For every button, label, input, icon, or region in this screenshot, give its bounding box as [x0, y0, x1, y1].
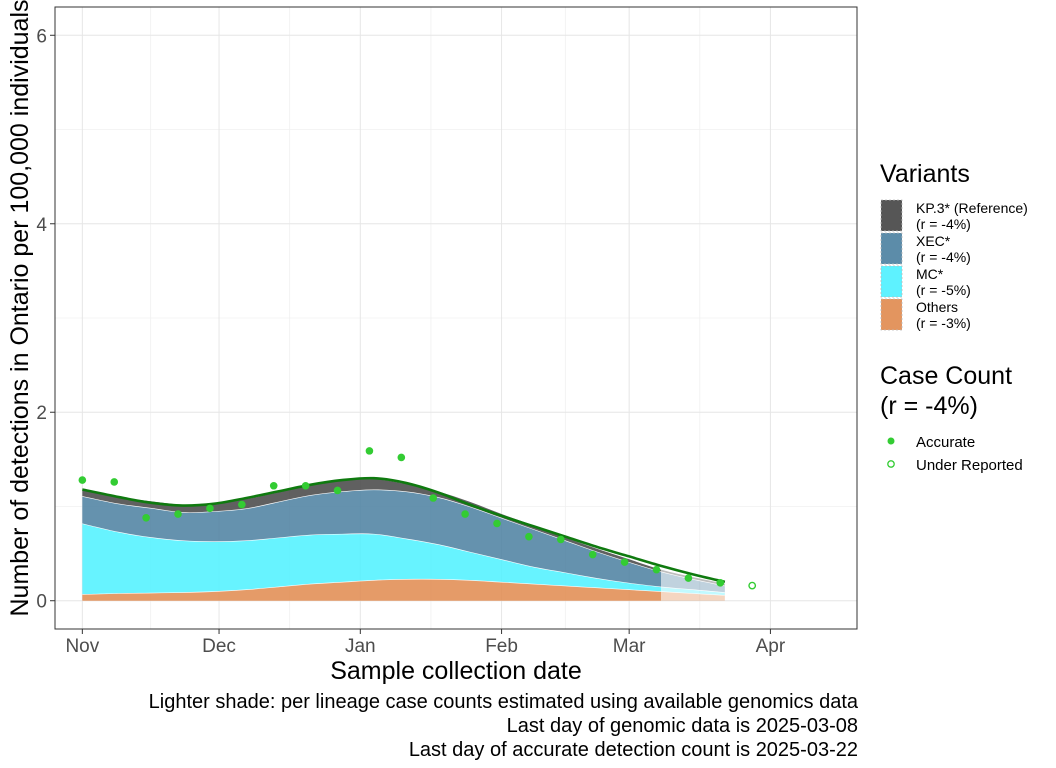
x-tick-label: Feb — [485, 636, 518, 657]
x-tick-label: Jan — [345, 636, 376, 657]
case-point-accurate — [365, 447, 374, 455]
case-point-accurate — [557, 535, 565, 544]
legend-key — [880, 265, 903, 298]
legend-label: Others — [916, 299, 958, 315]
legend-key — [880, 232, 903, 265]
y-tick-label: 4 — [36, 215, 47, 236]
case-point-accurate — [110, 478, 119, 486]
legend-title-variants: Variants — [880, 160, 970, 188]
area-others — [82, 578, 662, 601]
caption-line-2: Last day of genomic data is 2025-03-08 — [506, 715, 858, 737]
case-point-accurate — [301, 481, 310, 490]
caption-line-3: Last day of accurate detection count is … — [408, 739, 858, 761]
area-mc-estimated — [661, 586, 725, 596]
case-point-accurate — [525, 532, 533, 541]
y-tick-label: 2 — [36, 403, 47, 424]
legend-key-under-reported — [887, 460, 895, 468]
legend-r-label: (r = -5%) — [916, 282, 971, 298]
case-point-accurate — [588, 550, 597, 559]
case-point-accurate — [684, 574, 693, 582]
legend-label: KP.3* (Reference) — [916, 200, 1028, 216]
legend-key — [880, 298, 903, 331]
legend-key — [880, 199, 903, 232]
case-point-accurate — [716, 579, 725, 587]
area-others-estimated — [661, 591, 725, 601]
case-point-accurate — [269, 481, 278, 490]
x-tick-label: Mar — [613, 636, 646, 657]
y-tick-label: 6 — [36, 26, 47, 47]
legend-title-case-count-r: (r = -4%) — [880, 392, 978, 420]
case-point-under-reported — [748, 581, 757, 590]
y-axis-label: Number of detections in Ontario per 100,… — [6, 0, 34, 617]
case-point-accurate — [174, 510, 182, 518]
case-point-accurate — [652, 565, 661, 574]
area-mc — [82, 523, 662, 595]
area-kp-3-reference-estimated — [661, 569, 725, 586]
legend-r-label: (r = -4%) — [916, 249, 971, 265]
case-point-accurate — [620, 558, 629, 566]
legend-label: XEC* — [916, 233, 951, 249]
legend-r-label: (r = -3%) — [916, 315, 971, 331]
legend-title-case-count: Case Count — [880, 362, 1012, 390]
x-tick-label: Apr — [756, 636, 786, 657]
caption-line-1: Lighter shade: per lineage case counts e… — [148, 691, 858, 713]
case-point-accurate — [78, 476, 87, 484]
plot-panel — [54, 6, 858, 630]
area-xec-estimated — [661, 571, 725, 593]
area-xec — [82, 489, 662, 587]
y-tick-label: 0 — [36, 592, 47, 613]
x-tick-label: Dec — [202, 636, 236, 657]
legend-label-under-reported: Under Reported — [916, 457, 1023, 474]
legend-label-accurate: Accurate — [916, 434, 975, 451]
case-point-accurate — [461, 510, 469, 518]
case-point-accurate — [429, 494, 438, 502]
x-axis-label: Sample collection date — [330, 657, 582, 685]
case-point-accurate — [333, 486, 342, 495]
case-point-accurate — [493, 519, 501, 528]
case-point-accurate — [206, 504, 214, 513]
x-tick-label: Nov — [65, 636, 99, 657]
case-point-accurate — [238, 500, 246, 509]
total-line — [82, 476, 726, 584]
case-point-accurate — [142, 513, 150, 522]
panel-border — [54, 6, 858, 630]
legend-r-label: (r = -4%) — [916, 216, 971, 232]
axes: 0 2 4 6 Nov Dec Jan Feb Mar Apr Sample collection … — [6, 0, 786, 685]
case-point-accurate — [397, 453, 406, 462]
legend-key-accurate — [887, 437, 895, 445]
legend-label: MC* — [916, 266, 944, 282]
